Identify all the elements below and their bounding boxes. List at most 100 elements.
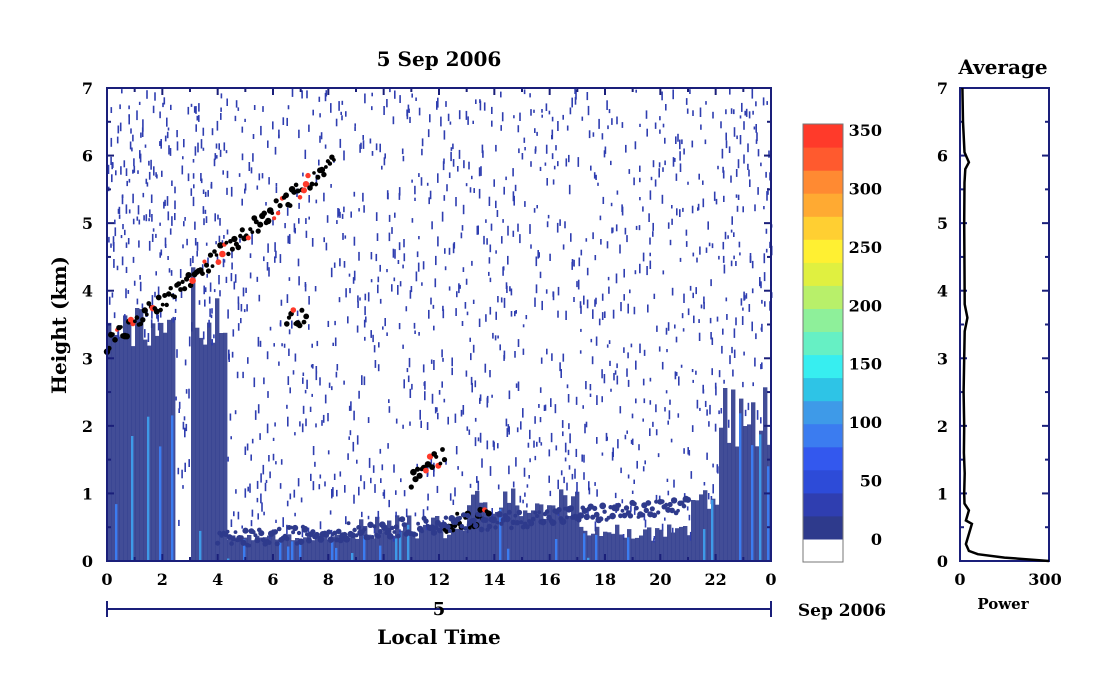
cloud-mark <box>477 512 482 518</box>
heatmap-cell <box>638 444 640 451</box>
heatmap-cell <box>301 423 304 433</box>
heatmap-cell <box>388 214 391 222</box>
heatmap-cell <box>510 311 513 317</box>
main-xlabel: Local Time <box>377 625 500 649</box>
heatmap-cell <box>595 297 597 305</box>
avg-x-tick-label: 0 <box>954 570 965 589</box>
heatmap-cell <box>631 538 636 561</box>
heatmap-cell <box>237 107 240 111</box>
heatmap-cell <box>202 206 205 214</box>
heatmap-cell <box>476 225 479 235</box>
heatmap-cell <box>557 310 559 318</box>
heatmap-cell <box>519 112 521 121</box>
heatmap-cell <box>457 466 459 470</box>
heatmap-cell <box>541 300 543 311</box>
heatmap-cell <box>735 446 740 561</box>
cloud-mark <box>119 325 123 329</box>
cloud-mark <box>385 527 392 534</box>
x-tick-label: 0 <box>765 570 776 589</box>
heatmap-cell <box>634 141 637 150</box>
heatmap-cell <box>722 166 724 173</box>
heatmap-cell <box>479 432 482 443</box>
cloud-mark <box>299 307 305 313</box>
cloud-mark <box>420 529 425 534</box>
cloud-mark <box>470 517 477 524</box>
heatmap-cell <box>167 211 170 221</box>
heatmap-cell <box>251 509 254 517</box>
cloud-mark <box>356 525 361 530</box>
heatmap-cell <box>266 351 269 360</box>
heatmap-cell <box>695 287 697 295</box>
heatmap-cell <box>489 277 492 283</box>
cloud-mark <box>396 533 401 539</box>
heatmap-cell <box>315 366 318 374</box>
heatmap-cell <box>382 492 385 496</box>
cloud-mark <box>324 165 328 169</box>
heatmap-cell <box>578 257 581 267</box>
heatmap-cell <box>691 425 694 432</box>
heatmap-cell <box>139 153 142 163</box>
cloud-mark <box>669 507 675 514</box>
heatmap-cell <box>339 471 342 477</box>
heatmap-cell <box>598 318 601 326</box>
heatmap-cell <box>353 236 356 246</box>
heatmap-cell <box>470 353 472 361</box>
heatmap-cell <box>649 377 652 382</box>
heatmap-cell <box>259 433 261 440</box>
heatmap-cell <box>194 146 197 156</box>
heatmap-cell <box>718 410 720 415</box>
heatmap-cell <box>168 145 170 155</box>
heatmap-cell <box>639 165 641 172</box>
heatmap-cell <box>210 181 213 189</box>
heatmap-cell <box>395 538 398 561</box>
heatmap-cell <box>250 454 252 461</box>
heatmap-cell <box>202 189 205 194</box>
heatmap-cell <box>601 293 604 301</box>
cloud-mark <box>301 187 307 194</box>
cloud-mark <box>286 315 292 320</box>
heatmap-cell <box>426 506 429 511</box>
heatmap-cell <box>226 229 229 235</box>
heatmap-cell <box>151 214 153 222</box>
heatmap-cell <box>489 306 492 315</box>
heatmap-cell <box>204 209 207 214</box>
heatmap-cell <box>151 233 154 242</box>
heatmap-cell <box>298 276 300 286</box>
heatmap-cell <box>399 281 402 287</box>
heatmap-cell <box>263 537 268 561</box>
heatmap-cell <box>371 106 373 111</box>
heatmap-cell <box>587 557 590 561</box>
heatmap-cell <box>468 429 471 435</box>
cloud-mark <box>235 244 242 251</box>
cloud-mark <box>224 240 229 245</box>
heatmap-cell <box>373 345 376 353</box>
heatmap-cell <box>265 479 268 483</box>
heatmap-cell <box>447 416 449 425</box>
heatmap-cell <box>652 231 654 237</box>
heatmap-cell <box>592 232 594 240</box>
heatmap-cell <box>575 448 578 457</box>
heatmap-cell <box>291 541 294 561</box>
heatmap-cell <box>121 256 124 266</box>
heatmap-cell <box>117 208 120 214</box>
heatmap-cell <box>685 241 688 247</box>
heatmap-cell <box>580 249 583 256</box>
heatmap-cell <box>679 526 684 561</box>
heatmap-cell <box>755 101 757 107</box>
heatmap-cell <box>358 486 360 496</box>
heatmap-cell <box>633 177 635 186</box>
heatmap-cell <box>614 492 617 499</box>
heatmap-cell <box>429 114 431 123</box>
heatmap-cell <box>643 349 646 356</box>
heatmap-cell <box>324 394 327 404</box>
heatmap-cell <box>546 348 548 355</box>
heatmap-cell <box>419 409 421 420</box>
cloud-mark <box>485 510 492 517</box>
heatmap-cell <box>127 320 132 561</box>
heatmap-cell <box>220 107 222 112</box>
heatmap-cell <box>146 182 149 187</box>
heatmap-cell <box>595 336 598 346</box>
heatmap-cell <box>189 258 192 267</box>
cloud-mark <box>434 454 439 459</box>
cloud-mark <box>537 510 542 514</box>
